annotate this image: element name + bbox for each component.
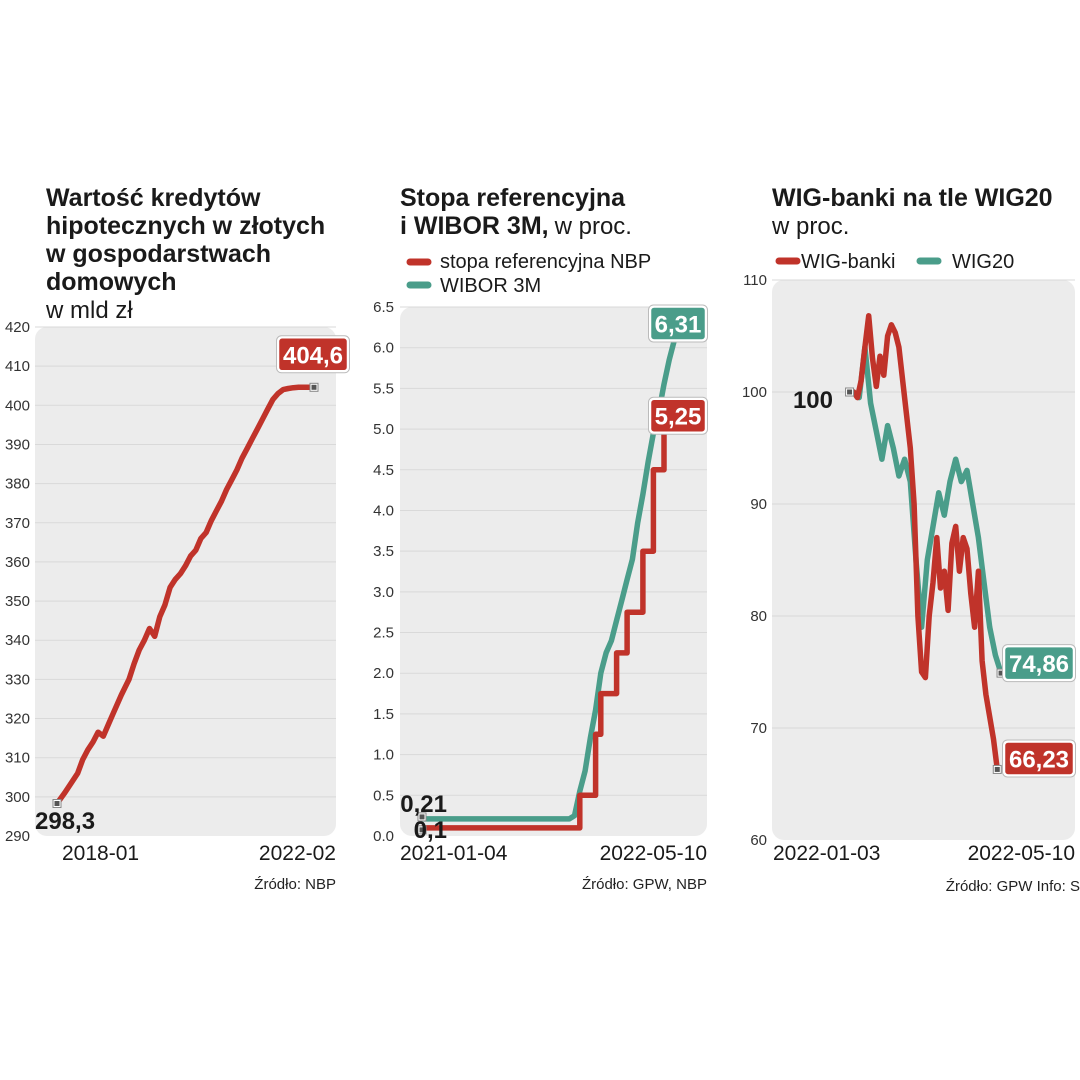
chart2-title-bold: i WIBOR 3M, — [400, 212, 549, 240]
chart3-red-end-label: 66,23 — [1009, 746, 1069, 773]
chart1-end-marker-core — [311, 384, 317, 390]
chart2-ytick-label: 4.0 — [373, 502, 394, 519]
chart1-ytick-label: 330 — [5, 671, 30, 688]
chart3-ytick-label: 70 — [750, 720, 767, 737]
legend3-label-0: WIG-banki — [801, 251, 895, 273]
chart3-ytick-label: 90 — [750, 496, 767, 513]
chart3-red-end-marker-core — [994, 766, 1000, 772]
plots-layer: 290 300 310 320 330 340 350 360 370 380 390 400 410 4… — [5, 272, 1076, 865]
chart1-ytick-label: 360 — [5, 554, 30, 571]
chart1-ytick-label: 420 — [5, 319, 30, 336]
chart2-green-start-label: 0,21 — [400, 791, 447, 818]
chart2-ytick-label: 4.5 — [373, 462, 394, 479]
chart3-green-end-label: 74,86 — [1009, 651, 1069, 678]
chart2-title-line-1: Stopa referencyjna — [400, 184, 626, 212]
chart2-title-line-2: i WIBOR 3M, w proc. — [400, 212, 632, 240]
chart3-green-end-marker-core — [998, 670, 1004, 676]
chart2-red-end-box-outline — [648, 396, 708, 435]
chart2-source: Źródło: GPW, NBP — [582, 876, 707, 893]
chart1-title-line-3: w gospodarstwach — [45, 240, 271, 268]
chart1-ytick-label: 290 — [5, 828, 30, 845]
chart1-end-label: 404,6 — [283, 342, 343, 369]
chart3-xtick-start: 2022-01-03 — [773, 842, 880, 865]
chart2-green-end-box-outline — [648, 304, 708, 343]
chart2-legend: stopa referencyjna NBP WIBOR 3M — [406, 251, 651, 297]
legend3-label-1: WIG20 — [952, 251, 1014, 273]
chart3-title: WIG-banki na tle WIG20 — [772, 184, 1053, 212]
chart2-red-end-box — [648, 397, 708, 434]
chart3-legend: WIG-banki WIG20 — [775, 251, 1014, 273]
chart2-ytick-label: 6.5 — [373, 299, 394, 316]
chart3-red-end-box-outline — [1002, 739, 1076, 778]
chart1-ytick-label: 310 — [5, 750, 30, 767]
chart2-green-start-marker-core — [419, 814, 425, 820]
chart2-series-1-line — [419, 319, 688, 822]
legend2-label-0: stopa referencyjna NBP — [440, 251, 651, 273]
chart1-end-box — [276, 336, 350, 373]
chart3-subtitle: w proc. — [771, 213, 849, 240]
chart3-green-end-box-outline — [1002, 644, 1076, 683]
chart1-ytick-label: 300 — [5, 789, 30, 806]
chart3-ytick-label: 100 — [742, 384, 767, 401]
chart1-ytick-label: 410 — [5, 358, 30, 375]
chart3-plot-area — [772, 280, 1075, 840]
chart1-xtick-end: 2022-02 — [259, 842, 336, 865]
chart1-start-marker-core — [54, 801, 60, 807]
chart3-source: Źródło: GPW Info: S — [946, 878, 1080, 895]
chart2-ytick-label: 2.0 — [373, 665, 394, 682]
chart1-subtitle: w mld zł — [45, 297, 133, 324]
chart2-ytick-label: 2.5 — [373, 625, 394, 642]
chart3-ytick-label: 110 — [743, 272, 767, 289]
chart3-green-end-box — [1002, 644, 1076, 682]
chart2-ytick-label: 1.5 — [373, 706, 394, 723]
chart1-ytick-label: 390 — [5, 436, 30, 453]
chart2-green-end-box — [648, 305, 708, 342]
chart1-ytick-label: 320 — [5, 711, 30, 728]
chart2-ytick-label: 5.5 — [373, 380, 394, 397]
chart2-series-0-line — [419, 405, 688, 831]
chart2-plot-area — [400, 307, 707, 836]
chart1-xtick-start: 2018-01 — [62, 842, 139, 865]
chart1-ytick-label: 350 — [5, 593, 30, 610]
chart2-ytick-label: 0.5 — [373, 787, 394, 804]
chart3-series-1-line — [850, 344, 1004, 676]
chart2-ytick-label: 3.0 — [373, 584, 394, 601]
chart3-start-label: 100 — [793, 387, 833, 414]
chart3-red-end-box — [1002, 740, 1076, 777]
chart2-red-start-label: 0,1 — [414, 817, 447, 844]
chart1-ytick-label: 400 — [5, 397, 30, 414]
chart1-series-0-line — [54, 384, 317, 807]
chart1-ytick-label: 380 — [5, 476, 30, 493]
chart2-ytick-label: 6.0 — [373, 340, 394, 357]
chart2-ytick-label: 5.0 — [373, 421, 394, 438]
chart1-ytick-label: 340 — [5, 632, 30, 649]
chart2-ytick-label: 0.0 — [373, 828, 394, 845]
chart3-start-marker-core — [847, 389, 853, 395]
chart2-ytick-label: 3.5 — [373, 543, 394, 560]
chart2-xtick-end: 2022-05-10 — [600, 842, 707, 865]
chart1-end-box-outline — [276, 335, 350, 374]
chart3-ytick-label: 60 — [750, 832, 767, 849]
chart2-red-end-label: 5,25 — [655, 404, 702, 431]
legend2-label-1: WIBOR 3M — [440, 275, 541, 297]
chart1-source: Źródło: NBP — [254, 876, 336, 893]
chart1-title-line-2: hipotecznych w złotych — [46, 212, 325, 240]
chart2-green-end-label: 6,31 — [655, 311, 702, 338]
chart2-title-unit: w proc. — [554, 213, 632, 240]
chart2-ytick-label: 1.0 — [373, 747, 394, 764]
chart2-red-start-marker-core — [419, 827, 425, 833]
chart3-ytick-label: 80 — [750, 608, 767, 625]
chart1-plot-area — [35, 327, 336, 836]
chart3-xtick-end: 2022-05-10 — [968, 842, 1075, 865]
chart2-xtick-start: 2021-01-04 — [400, 842, 508, 865]
chart1-start-label: 298,3 — [35, 808, 95, 835]
chart1-title-line-4: domowych — [46, 268, 177, 296]
chart1-ytick-label: 370 — [5, 515, 30, 532]
chart3-series-0-line — [850, 313, 1001, 773]
chart1-title-line-1: Wartość kredytów — [46, 184, 261, 212]
